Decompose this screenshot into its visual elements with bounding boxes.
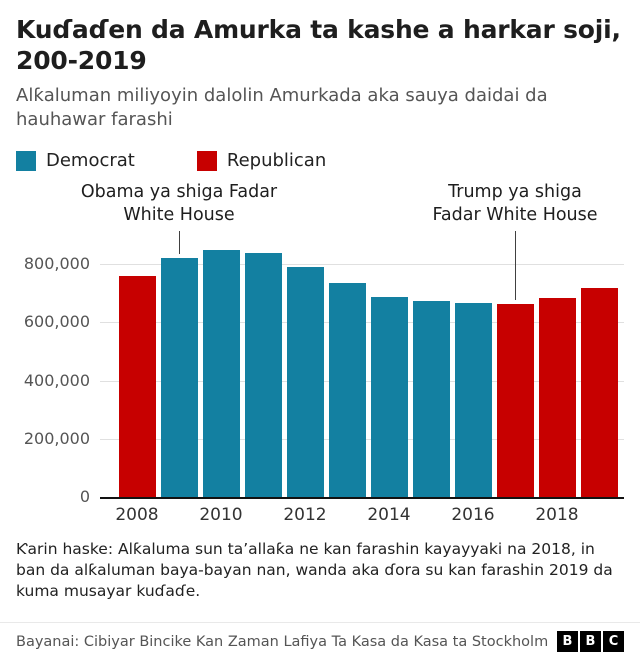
bar-2012 (286, 266, 324, 497)
bbc-logo-letter: C (603, 631, 624, 652)
bbc-logo-letter: B (580, 631, 601, 652)
bar-2009 (160, 257, 198, 497)
bbc-logo: B B C (557, 631, 624, 652)
legend-item-republican: Republican (196, 150, 327, 171)
y-axis-tick-label: 200,000 (23, 428, 90, 448)
bar-2016 (454, 302, 492, 497)
bbc-logo-letter: B (557, 631, 578, 652)
gridline (100, 264, 624, 266)
y-axis-tick-label: 0 (79, 487, 90, 506)
x-axis-tick-label: 2008 (115, 505, 159, 525)
x-axis-tick-label: 2010 (199, 505, 243, 525)
bar-2017 (496, 304, 534, 497)
x-axis-tick-label: 2018 (535, 505, 579, 525)
bar-2008 (118, 275, 156, 497)
footer: Bayanai: Cibiyar Bincike Kan Zaman Lafiy… (0, 622, 640, 660)
legend-item-democrat: Democrat (16, 150, 135, 171)
annotation-trump: Trump ya shiga Fadar White House (432, 182, 598, 225)
bar-2018 (538, 298, 576, 497)
bar-2015 (412, 301, 450, 497)
bar-2011 (244, 253, 282, 497)
democrat-swatch (16, 150, 36, 171)
x-axis-tick-label: 2014 (367, 505, 411, 525)
footnote: Ƙarin haske: Alƙaluma sun taʼallaƙa ne k… (16, 540, 613, 600)
annotation-obama: Obama ya shiga Fadar White House (80, 182, 278, 225)
x-axis-tick-label: 2012 (283, 505, 327, 525)
bar-2013 (328, 283, 366, 497)
chart-subtitle: Alƙaluman miliyoyin dalolin Amurkada aka… (16, 85, 548, 130)
legend-label-republican: Republican (226, 150, 327, 171)
bar-2014 (370, 296, 408, 497)
legend: Democrat Republican (16, 150, 624, 171)
legend-label-democrat: Democrat (46, 150, 135, 171)
page-title: Kuɗaɗen da Amurka ta kashe a harkar soji… (16, 15, 621, 75)
annotation-line-obama (179, 231, 180, 254)
bar-chart: 0 200,000 400,000 600,000 800,000 2008 2010 201… (16, 181, 624, 525)
bar-2019 (580, 288, 618, 497)
x-axis-line (100, 497, 624, 499)
source-credit: Bayanai: Cibiyar Bincike Kan Zaman Lafiy… (16, 633, 549, 650)
annotation-line-trump (515, 231, 516, 301)
x-axis-tick-label: 2016 (451, 505, 495, 525)
bar-2010 (202, 250, 240, 497)
y-axis-tick-label: 800,000 (23, 254, 90, 274)
y-axis-tick-label: 600,000 (23, 312, 90, 332)
y-axis-tick-label: 400,000 (23, 370, 90, 390)
republican-swatch (196, 150, 217, 171)
